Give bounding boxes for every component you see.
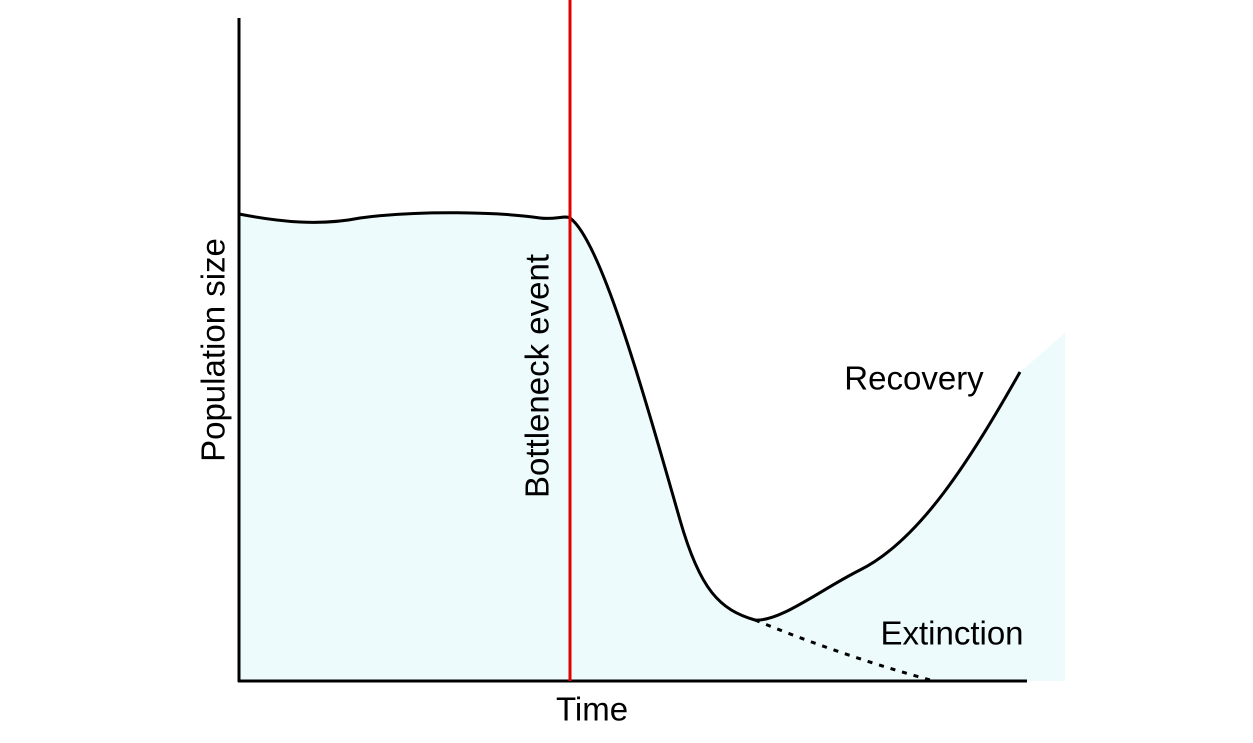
recovery-label: Recovery (844, 360, 984, 397)
x-axis-label: Time (556, 691, 628, 728)
population-curve (238, 211, 1022, 622)
extinction-label: Extinction (880, 615, 1023, 652)
y-axis-label: Population size (195, 238, 232, 462)
event-label: Bottleneck event (519, 254, 556, 498)
population-area (239, 212, 1065, 681)
